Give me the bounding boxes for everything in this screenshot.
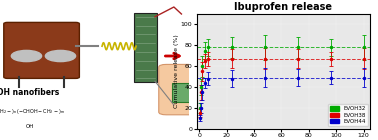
Text: OH: OH: [26, 123, 34, 129]
FancyBboxPatch shape: [134, 13, 157, 82]
Title: Ibuprofen release: Ibuprofen release: [234, 2, 333, 12]
Circle shape: [45, 50, 76, 62]
FancyBboxPatch shape: [4, 22, 79, 78]
Circle shape: [11, 50, 42, 62]
X-axis label: Time (h): Time (h): [269, 139, 298, 140]
Legend: EVOH32, EVOH38, EVOH44: EVOH32, EVOH38, EVOH44: [328, 104, 368, 126]
Text: $\mathsf{(-CH_2CH_2-)_n(-CHOH-CH_2-)_m}$: $\mathsf{(-CH_2CH_2-)_n(-CHOH-CH_2-)_m}$: [0, 108, 65, 116]
Y-axis label: Cumulative release (%): Cumulative release (%): [174, 35, 180, 108]
Text: EVOH nanofibers: EVOH nanofibers: [0, 88, 59, 97]
FancyBboxPatch shape: [159, 64, 219, 115]
FancyBboxPatch shape: [172, 83, 206, 102]
